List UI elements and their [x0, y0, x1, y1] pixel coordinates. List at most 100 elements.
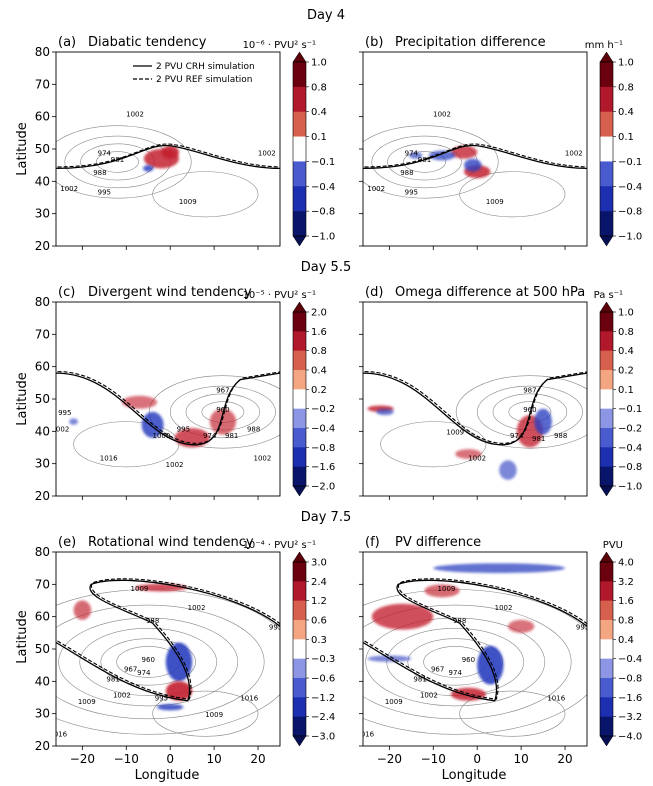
contour-label: 1009 — [205, 711, 223, 719]
contour-label: 1009 — [385, 698, 403, 706]
pvu-line-crh — [56, 144, 280, 170]
pvu-line-crh — [56, 579, 280, 702]
pressure-contour — [363, 125, 499, 199]
pressure-contour — [148, 375, 280, 449]
contour-label: 988 — [247, 425, 260, 433]
colorbar-tick-label: 1.0 — [311, 58, 327, 69]
x-tick-label: −20 — [377, 752, 402, 766]
colorbar-tick-label: −2.4 — [311, 712, 335, 723]
colorbar-segment — [600, 312, 613, 332]
colorbar-segment — [600, 581, 613, 601]
x-tick-label: 20 — [250, 752, 265, 766]
colorbar-tick-label: 0.4 — [311, 107, 327, 118]
contour-label: 974 — [98, 149, 112, 157]
contour-label: 1002 — [495, 604, 513, 612]
colorbar-tick-label: −0.4 — [311, 182, 335, 193]
legend-solid-label: 2 PVU CRH simulation — [156, 62, 255, 72]
contour-label: 1002 — [113, 692, 131, 700]
colorbar-tick-label: 0.4 — [618, 107, 634, 118]
colorbar-tick-label: 0.2 — [618, 366, 634, 377]
plot-area — [56, 302, 280, 496]
plot-area — [56, 552, 280, 746]
contour-label: 988 — [554, 432, 567, 440]
positive-anomaly — [455, 449, 482, 459]
contour-label: 960 — [216, 406, 229, 414]
colorbar-tick-label: −4.0 — [618, 732, 642, 743]
colorbar-top-arrow — [292, 301, 307, 313]
colorbar-segment — [600, 331, 613, 351]
panel-label: (a) — [58, 35, 76, 50]
pressure-contour — [96, 151, 139, 173]
y-tick-label: 30 — [35, 457, 50, 471]
contour-label: 967 — [216, 387, 229, 395]
colorbar-segment — [600, 136, 613, 162]
contour-label: 967 — [431, 666, 444, 674]
colorbar-segment — [293, 331, 306, 351]
colorbar-segment — [600, 86, 613, 113]
colorbar-segment — [600, 447, 613, 467]
negative-anomaly — [69, 418, 78, 425]
panel-label: (b) — [365, 35, 383, 50]
colorbar-top-arrow — [599, 51, 614, 63]
colorbar-frame — [292, 61, 307, 237]
plot-contents: 987 960 974 981 988 1009 1002 — [363, 371, 587, 480]
colorbar-segment — [293, 161, 306, 187]
colorbar-frame — [599, 61, 614, 237]
colorbar-segment — [600, 350, 613, 371]
y-tick-label: 70 — [35, 77, 50, 91]
colorbar-tick-label: −0.4 — [618, 443, 642, 454]
pressure-contour — [100, 638, 196, 686]
pressure-contour — [58, 617, 239, 707]
colorbar-tick-label: −3.2 — [618, 712, 642, 723]
x-tick-label: −10 — [114, 752, 139, 766]
contour-label: 974 — [405, 149, 419, 157]
panel-label: (e) — [58, 535, 76, 550]
colorbar-segment — [293, 716, 306, 737]
colorbar-segment — [293, 639, 306, 659]
contour-label: 974 — [203, 432, 217, 440]
colorbar-segment — [600, 62, 613, 88]
contour-label: 1002 — [60, 185, 78, 193]
colorbar-segment — [293, 312, 306, 332]
colorbar-tick-label: 0.6 — [311, 616, 327, 627]
colorbar-segment — [293, 428, 306, 448]
colorbar-segment — [600, 600, 613, 621]
colorbar-segment — [293, 389, 306, 409]
colorbar-segment — [600, 639, 613, 659]
colorbar-tick-label: 0.8 — [618, 327, 634, 338]
colorbar-segment — [293, 678, 306, 698]
colorbar-tick-label: −1.6 — [618, 693, 642, 704]
ylabel-top: Latitude — [15, 122, 30, 176]
pressure-contour — [403, 151, 446, 173]
negative-anomaly — [409, 152, 423, 159]
plot-area — [363, 552, 587, 746]
contour-label: 960 — [462, 656, 475, 664]
contour-label: 960 — [523, 406, 536, 414]
x-tick-label: 0 — [473, 752, 481, 766]
colorbar-segment — [293, 581, 306, 601]
plot-contents: 967 960 974 981 988 995 1002 1016 1002 1002 1009 99… — [56, 371, 280, 469]
contour-label: 1002 — [188, 604, 206, 612]
negative-anomaly — [157, 703, 184, 711]
colorbar-tick-label: 0.3 — [311, 635, 327, 646]
contour-label: 1002 — [254, 454, 272, 462]
contour-label: 981 — [106, 675, 119, 683]
contour-label: 995 — [405, 188, 418, 196]
contour-label: 1002 — [433, 111, 451, 119]
pvu-line-ref — [57, 578, 280, 700]
contour-label: 1002 — [565, 149, 583, 157]
colorbar-tick-label: −0.2 — [618, 424, 642, 435]
contour-label: 987 — [523, 387, 536, 395]
colorbar-tick-label: 3.0 — [311, 558, 327, 569]
x-tick-label: 0 — [166, 752, 174, 766]
positive-anomaly — [209, 408, 237, 435]
contour-label: 981 — [532, 435, 545, 443]
contour-label: 1009 — [486, 198, 504, 206]
colorbar-tick-label: 0.8 — [311, 82, 327, 93]
pvu-line-ref — [57, 371, 280, 444]
x-tick-label: 20 — [557, 752, 572, 766]
colorbar-tick-label: −0.1 — [618, 157, 642, 168]
colorbar-segment — [293, 620, 306, 640]
colorbar-tick-label: −0.4 — [618, 182, 642, 193]
colorbar-tick-label: −0.6 — [311, 674, 335, 685]
